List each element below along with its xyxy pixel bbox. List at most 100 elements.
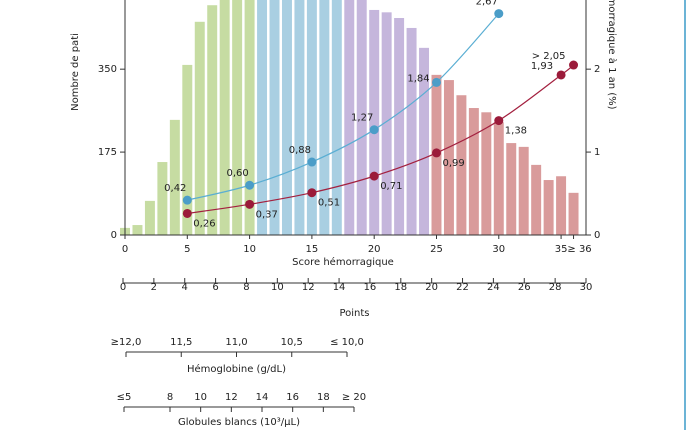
- bar: [518, 146, 529, 235]
- scale-tick-label: ≤ 10,0: [330, 337, 364, 348]
- bar: [543, 180, 554, 235]
- bar: [568, 192, 579, 235]
- data-label: 1,84: [407, 73, 429, 84]
- bar: [182, 64, 193, 235]
- scale-tick-label: ≥ 20: [342, 392, 366, 403]
- data-label: 0,88: [289, 145, 311, 156]
- bar: [369, 9, 380, 235]
- curve: [187, 64, 574, 215]
- scale-tick-label: 12: [302, 282, 315, 293]
- y2-tick-label: 0: [594, 230, 600, 241]
- data-label: 0,42: [164, 183, 186, 194]
- bar: [319, 0, 330, 236]
- y2-tick-label: 1: [594, 147, 600, 158]
- y-axis-label: Nombre de pati: [70, 33, 81, 111]
- bar: [169, 119, 180, 235]
- bar: [394, 18, 405, 236]
- scale-tick-label: 26: [518, 282, 531, 293]
- x-tick-label: 15: [306, 244, 319, 255]
- scale-tick-label: 14: [256, 392, 269, 403]
- scale-tick-label: ≥12,0: [111, 337, 142, 348]
- curve-point: [431, 148, 441, 158]
- scale-tick-label: 24: [487, 282, 500, 293]
- x-tick-label: 0: [122, 244, 128, 255]
- y-tick-label: 0: [111, 230, 117, 241]
- scale-tick-label: 16: [364, 282, 377, 293]
- scale-title: Points: [339, 308, 369, 319]
- bar: [281, 0, 292, 236]
- bar: [406, 27, 417, 235]
- data-label: 0,99: [442, 158, 464, 169]
- curve-point: [307, 157, 317, 167]
- x-tick-label: 35: [555, 244, 568, 255]
- scale-tick-label: 0: [120, 282, 126, 293]
- scale-tick-label: 10: [271, 282, 284, 293]
- curve-point: [245, 180, 255, 190]
- scale-tick-label: 10: [194, 392, 207, 403]
- data-label: > 2,05: [532, 51, 566, 62]
- bar: [244, 0, 255, 236]
- curve-point: [182, 208, 192, 218]
- bar: [381, 12, 392, 236]
- x-tick-label: 20: [368, 244, 381, 255]
- scale-tick-label: 12: [225, 392, 238, 403]
- curve: [187, 13, 500, 201]
- scale-tick-label: 8: [167, 392, 173, 403]
- x-tick-label: 5: [184, 244, 190, 255]
- data-label: 1,93: [531, 61, 553, 72]
- bar: [207, 5, 218, 235]
- data-label: 1,38: [505, 126, 527, 137]
- scale-tick-label: 4: [182, 282, 188, 293]
- y2-tick-label: 2: [594, 64, 600, 75]
- bar: [356, 0, 367, 235]
- bar: [306, 0, 317, 235]
- bar: [257, 0, 268, 235]
- scale-tick-label: 28: [549, 282, 562, 293]
- data-label: 1,27: [351, 113, 373, 124]
- scale-tick-label: 2: [151, 282, 157, 293]
- scale-tick-label: 8: [243, 282, 249, 293]
- data-label: 0,71: [380, 181, 402, 192]
- curve-point: [245, 199, 255, 209]
- scale-tick-label: 16: [286, 392, 299, 403]
- curve-point: [369, 125, 379, 135]
- curve-point: [556, 70, 566, 80]
- scale-tick-label: 18: [317, 392, 330, 403]
- x-tick-label: 25: [430, 244, 443, 255]
- scale-tick-label: 30: [580, 282, 593, 293]
- x-tick-label: ≥ 36: [567, 244, 591, 255]
- y2-axis-label: émorragique à 1 an (%): [606, 0, 618, 110]
- scale-tick-label: 6: [212, 282, 218, 293]
- curve-point: [494, 116, 504, 126]
- scale-tick-label: ≤5: [117, 392, 132, 403]
- scale-tick-label: 14: [333, 282, 346, 293]
- curve-point: [431, 77, 441, 87]
- scale-tick-label: 22: [456, 282, 469, 293]
- bar: [232, 0, 243, 235]
- data-label: 0,26: [193, 218, 215, 229]
- bar: [493, 122, 504, 235]
- bar: [531, 164, 542, 235]
- bar: [294, 0, 305, 236]
- curve-point: [494, 9, 504, 19]
- curve-point: [307, 188, 317, 198]
- bar: [556, 176, 567, 235]
- bar: [219, 0, 230, 236]
- scale-tick-label: 10,5: [281, 337, 303, 348]
- x-axis-label: Score hémorragique: [292, 256, 394, 268]
- scale-tick-label: 18: [394, 282, 407, 293]
- bar: [468, 108, 479, 235]
- scale-tick-label: 11,5: [170, 337, 192, 348]
- data-label: 0,37: [256, 209, 278, 220]
- bar: [419, 47, 430, 236]
- curve-point: [369, 171, 379, 181]
- bar: [331, 0, 342, 235]
- bar: [269, 0, 280, 235]
- bar: [157, 162, 168, 235]
- bar: [481, 112, 492, 235]
- curve-point: [569, 60, 579, 70]
- y-tick-label: 350: [98, 64, 117, 75]
- bars: [120, 0, 579, 236]
- scale-title: Hémoglobine (g/dL): [187, 363, 286, 375]
